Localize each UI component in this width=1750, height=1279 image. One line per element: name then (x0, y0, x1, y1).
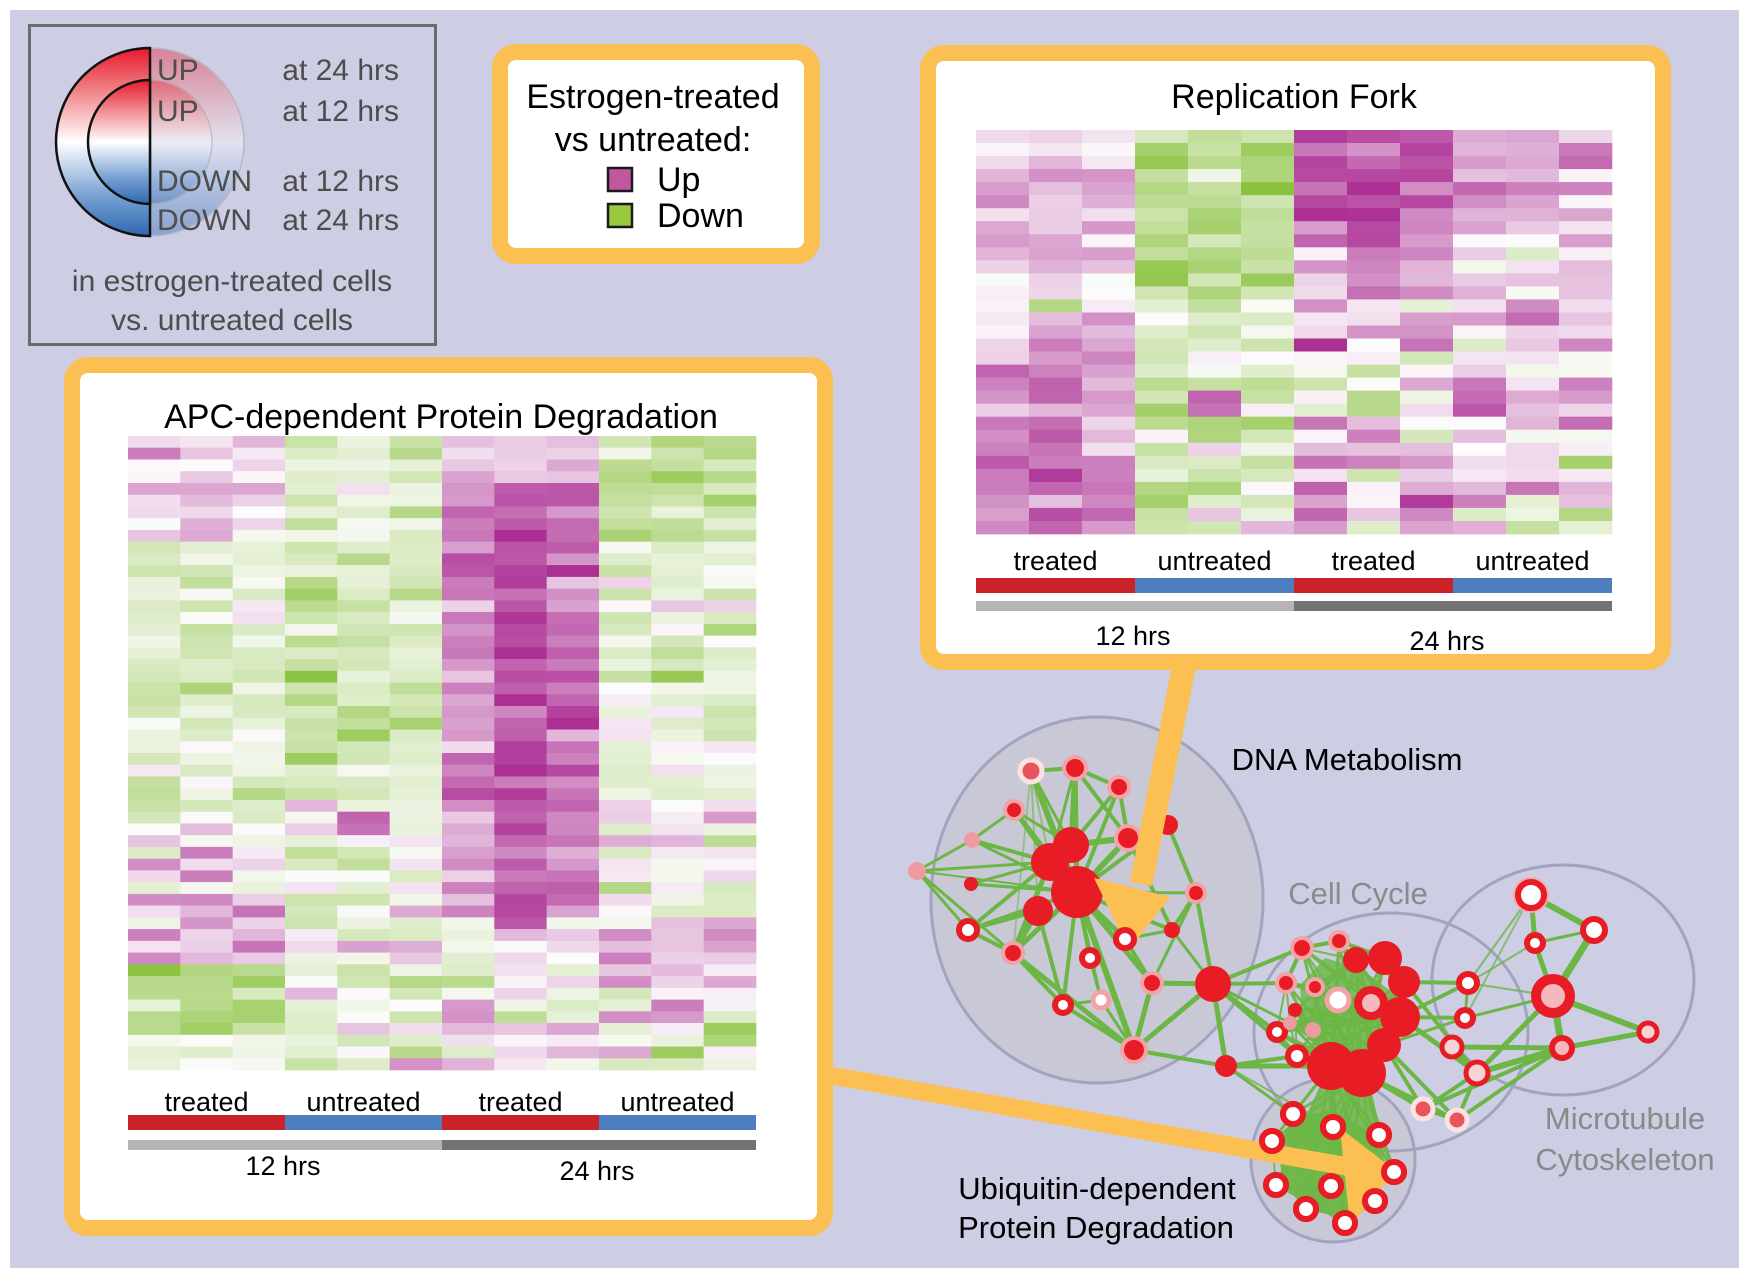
svg-text:treated: treated (478, 1087, 562, 1117)
svg-text:at 24 hrs: at 24 hrs (282, 204, 399, 237)
svg-text:DOWN: DOWN (157, 204, 252, 237)
svg-text:in estrogen-treated cells: in estrogen-treated cells (72, 265, 392, 298)
svg-text:24 hrs: 24 hrs (1409, 626, 1484, 656)
svg-text:12 hrs: 12 hrs (1095, 621, 1170, 651)
svg-text:treated: treated (1331, 546, 1415, 576)
svg-text:24 hrs: 24 hrs (559, 1156, 634, 1186)
svg-text:vs untreated:: vs untreated: (555, 121, 752, 159)
svg-text:Replication Fork: Replication Fork (1171, 78, 1418, 116)
svg-text:UP: UP (157, 95, 199, 128)
svg-text:DNA Metabolism: DNA Metabolism (1232, 742, 1463, 777)
svg-text:Microtubule: Microtubule (1545, 1101, 1705, 1136)
svg-text:Down: Down (657, 197, 744, 235)
svg-text:UP: UP (157, 54, 199, 87)
svg-text:treated: treated (1013, 546, 1097, 576)
svg-text:Protein Degradation: Protein Degradation (958, 1210, 1234, 1245)
svg-text:Ubiquitin-dependent: Ubiquitin-dependent (958, 1171, 1236, 1206)
svg-text:Cytoskeleton: Cytoskeleton (1535, 1142, 1714, 1177)
svg-text:DOWN: DOWN (157, 165, 252, 198)
svg-text:APC-dependent Protein Degradat: APC-dependent Protein Degradation (164, 398, 718, 436)
svg-text:Cell Cycle: Cell Cycle (1288, 876, 1428, 911)
svg-text:vs. untreated cells: vs. untreated cells (111, 304, 353, 337)
svg-text:Estrogen-treated: Estrogen-treated (526, 78, 779, 116)
svg-text:untreated: untreated (620, 1087, 734, 1117)
svg-text:Up: Up (657, 161, 700, 199)
svg-text:treated: treated (164, 1087, 248, 1117)
svg-text:untreated: untreated (306, 1087, 420, 1117)
svg-text:untreated: untreated (1475, 546, 1589, 576)
svg-text:at 12 hrs: at 12 hrs (282, 165, 399, 198)
svg-text:untreated: untreated (1157, 546, 1271, 576)
svg-text:at 24 hrs: at 24 hrs (282, 54, 399, 87)
svg-text:at 12 hrs: at 12 hrs (282, 95, 399, 128)
svg-text:12 hrs: 12 hrs (245, 1151, 320, 1181)
